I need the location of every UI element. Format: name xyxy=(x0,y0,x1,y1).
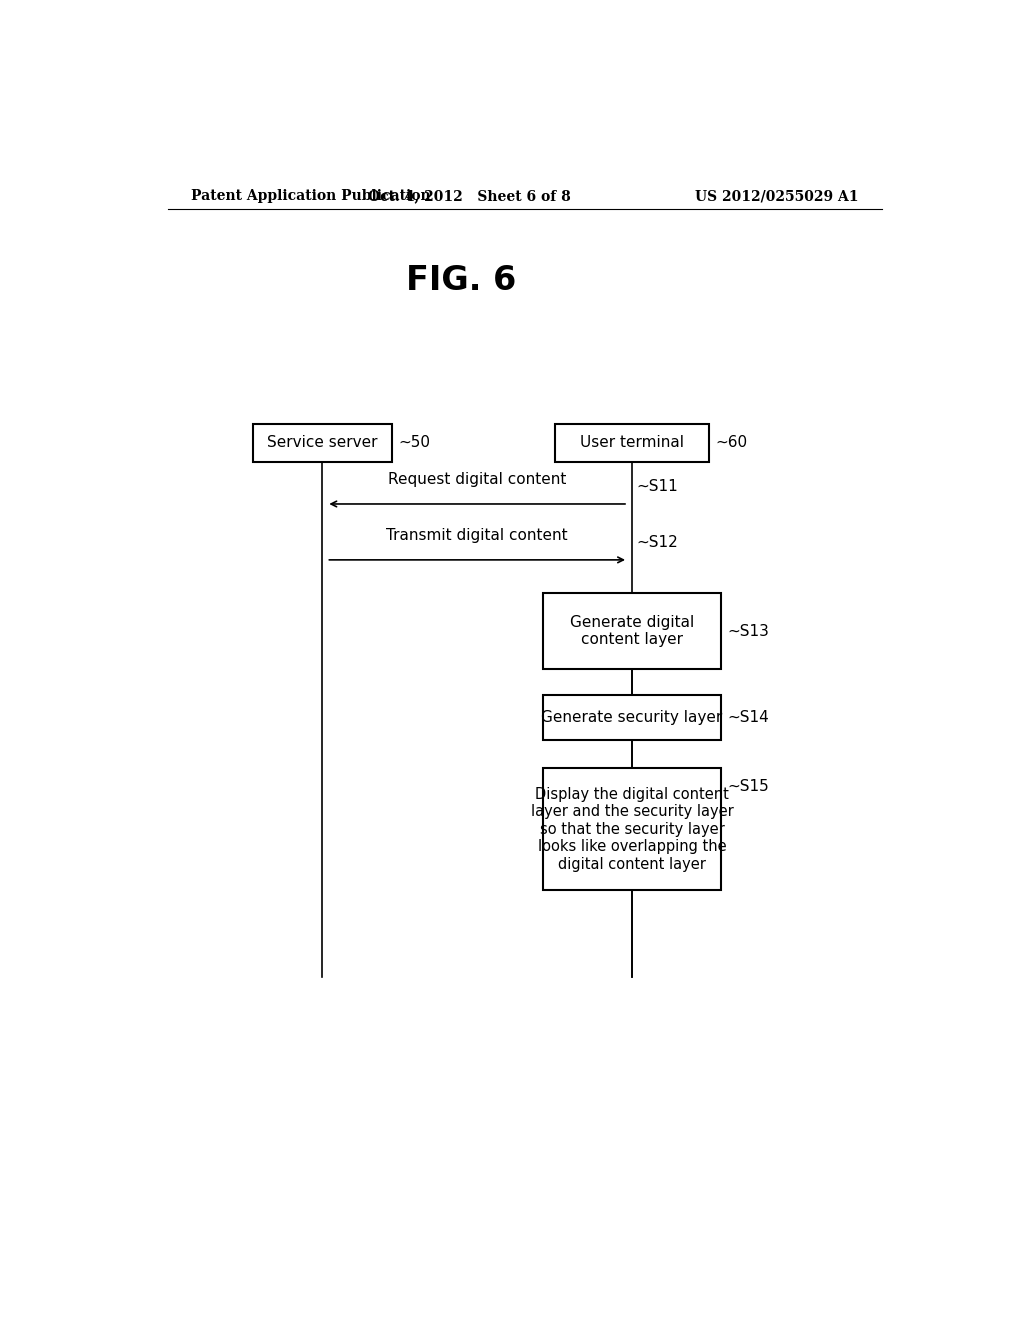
Bar xyxy=(543,694,721,741)
Text: User terminal: User terminal xyxy=(580,436,684,450)
Text: FIG. 6: FIG. 6 xyxy=(407,264,516,297)
Text: Generate digital
content layer: Generate digital content layer xyxy=(569,615,694,647)
Bar xyxy=(555,424,710,462)
Bar xyxy=(543,768,721,890)
Bar xyxy=(253,424,392,462)
Text: Display the digital content
layer and the security layer
so that the security la: Display the digital content layer and th… xyxy=(530,787,733,871)
Text: ~S12: ~S12 xyxy=(636,535,678,549)
Text: Oct. 4, 2012   Sheet 6 of 8: Oct. 4, 2012 Sheet 6 of 8 xyxy=(368,189,570,203)
Text: ~60: ~60 xyxy=(716,436,748,450)
Text: ~S15: ~S15 xyxy=(728,779,769,795)
Text: ~S14: ~S14 xyxy=(728,710,769,725)
Text: Patent Application Publication: Patent Application Publication xyxy=(191,189,431,203)
Text: Generate security layer: Generate security layer xyxy=(542,710,723,725)
Text: Service server: Service server xyxy=(267,436,378,450)
Text: Request digital content: Request digital content xyxy=(388,471,566,487)
Bar xyxy=(543,593,721,669)
Text: US 2012/0255029 A1: US 2012/0255029 A1 xyxy=(694,189,858,203)
Text: ~S11: ~S11 xyxy=(636,479,678,494)
Text: ~S13: ~S13 xyxy=(728,623,769,639)
Text: ~50: ~50 xyxy=(398,436,430,450)
Text: Transmit digital content: Transmit digital content xyxy=(386,528,568,543)
